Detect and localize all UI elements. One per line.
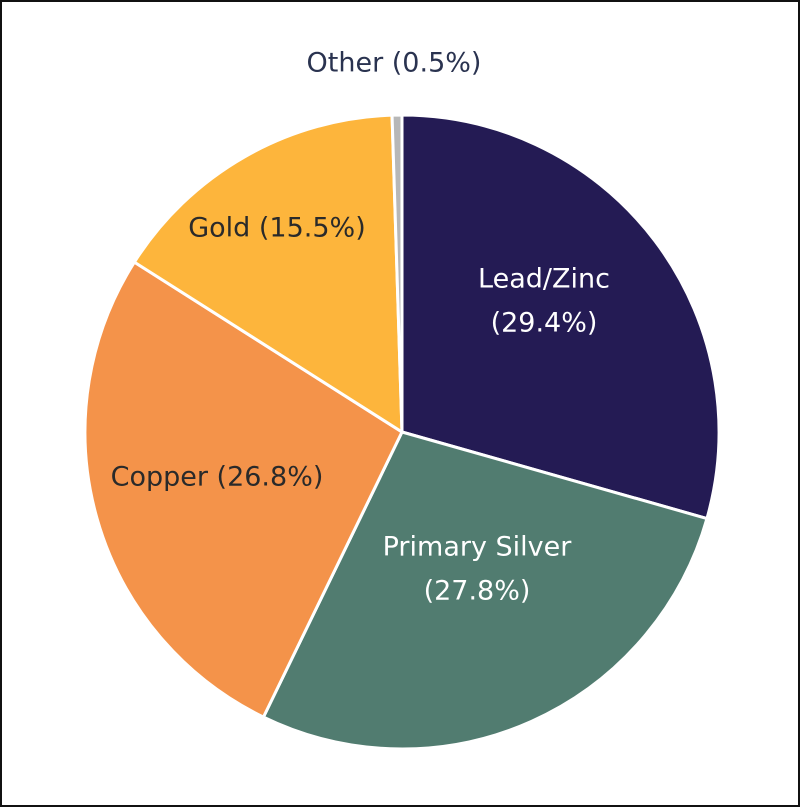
- pie-slice-2: [83, 260, 404, 719]
- slice-label-1-line-0: Primary Silver: [383, 532, 573, 563]
- slice-label-4: Other (0.5%): [307, 48, 482, 79]
- slice-label-1-line-1: (27.8%): [424, 576, 531, 607]
- slice-label-0-line-1: (29.4%): [491, 308, 598, 339]
- pie-slice-1: [261, 430, 709, 751]
- slice-label-3: Gold (15.5%): [188, 213, 366, 244]
- pie-slice-3: [132, 113, 404, 434]
- slice-label-2: Copper (26.8%): [111, 462, 324, 493]
- pie-slice-4: [390, 113, 404, 434]
- slice-label-0-line-0: Lead/Zinc: [478, 264, 610, 295]
- pie-slice-0: [400, 113, 721, 521]
